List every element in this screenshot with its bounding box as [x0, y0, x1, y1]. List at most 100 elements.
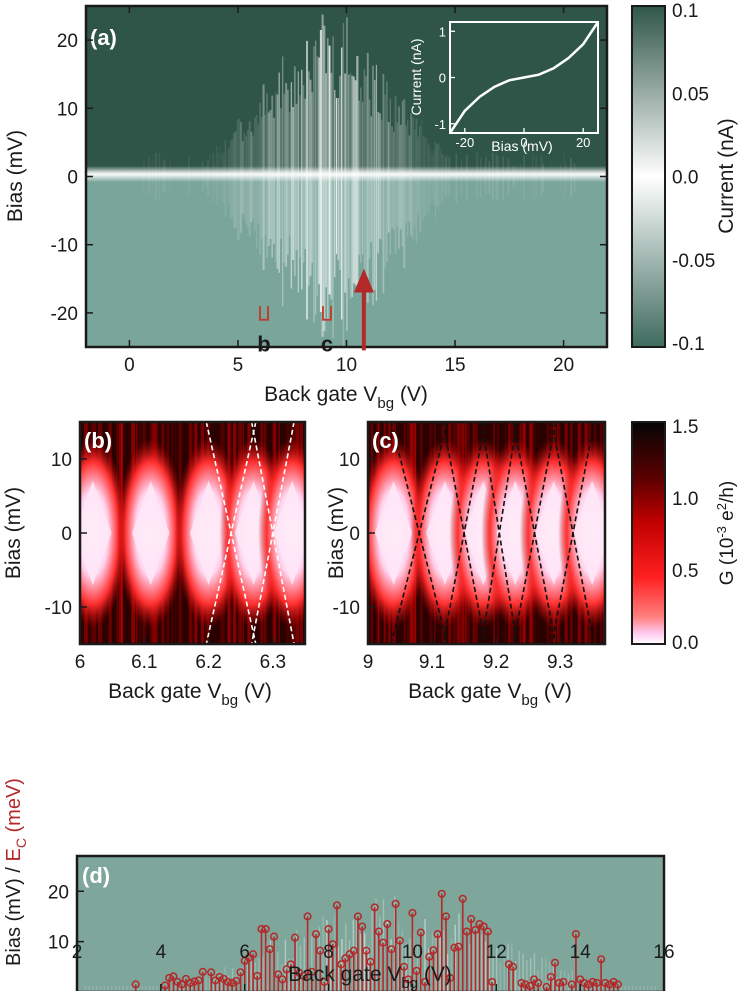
ec-point [559, 977, 568, 986]
ec-point [161, 981, 170, 990]
ec-point [282, 965, 291, 974]
colorbar-a-ticks: 0.1 0.05 0.0 -0.05 -0.1 [672, 1, 715, 355]
ec-point [525, 981, 534, 991]
ec-point [261, 924, 270, 934]
colorbar-a-tick-label: 0.05 [672, 84, 709, 105]
ec-point [236, 968, 245, 977]
x-tick-label: 0 [124, 355, 135, 376]
inset-content: -20 0 20 -1 0 1 [434, 21, 600, 150]
ec-point [534, 978, 543, 987]
ec-point [391, 899, 400, 908]
arrow-head [353, 268, 374, 293]
ec-point [425, 952, 434, 961]
panel-d-ylabel-red: E [3, 848, 25, 861]
ec-point [215, 972, 224, 981]
zero-bias-band [86, 166, 607, 182]
inset-y-tick-label: 1 [439, 24, 446, 39]
ec-point [131, 980, 140, 989]
x-tick-label: 10 [336, 355, 357, 376]
panel-a-xlabel-unit: (V) [394, 383, 428, 406]
ec-point [509, 962, 518, 971]
ec-point [555, 978, 564, 987]
ec-point [412, 966, 421, 975]
ec-point [337, 960, 346, 969]
panel-c-ticks: 9 9.1 9.2 9.3 -10 0 10 [333, 450, 574, 673]
x-tick-label: 6.2 [195, 652, 221, 673]
panel-c-xlabel-main: Back gate V [408, 680, 521, 703]
colorbar-a-title: Current (nA) [715, 118, 738, 234]
ec-point [601, 978, 610, 987]
ec-point [316, 946, 325, 955]
x-tick-label: 6 [239, 942, 250, 963]
x-tick-label: 10 [402, 942, 423, 963]
panel-c-ylabel: Bias (mV) [325, 487, 348, 579]
ec-point [257, 924, 266, 934]
ec-point [253, 971, 262, 980]
ec-point [307, 967, 316, 976]
diamond-core [374, 480, 413, 586]
ec-point [450, 943, 459, 952]
cb-c-title-sup2: 2 [714, 503, 729, 510]
ec-point [588, 977, 597, 986]
diamond-core [132, 480, 170, 586]
dashed-guide-line [442, 422, 487, 644]
ec-point [332, 901, 342, 910]
dashed-guide-line [250, 422, 295, 644]
ec-point [362, 946, 371, 955]
inset-x-tick-label: -20 [455, 135, 474, 150]
x-tick-label: 15 [444, 355, 465, 376]
ec-point [471, 925, 480, 935]
y-tick-label: 20 [57, 31, 78, 52]
ec-point [613, 980, 622, 989]
ec-point [379, 938, 388, 947]
x-tick-label: 6 [75, 652, 86, 673]
ec-point [265, 945, 274, 954]
y-tick-label: 10 [339, 450, 360, 471]
inset-xlabel: Bias (mV) [491, 138, 552, 154]
inset-iv-curve [448, 21, 600, 134]
ec-point [567, 980, 576, 989]
ec-point [249, 950, 258, 959]
panel-b-label: (b) [84, 428, 112, 453]
ec-point [366, 957, 375, 966]
colorbar-a-tick-label: 0.0 [672, 168, 698, 189]
y-tick-label: -10 [45, 598, 72, 619]
ec-point [207, 968, 216, 977]
ec-point [320, 977, 329, 986]
ec-point [408, 908, 417, 917]
ec-point [341, 954, 350, 963]
panel-b-heatmap [80, 422, 305, 644]
panel-c: (c) 9 9.1 9.2 9.3 -10 0 10 Bias (mV) Back gate… [325, 417, 738, 709]
colorbar-a-tick-label: 0.1 [672, 1, 698, 22]
ec-point [454, 942, 463, 951]
ec-point [458, 894, 467, 903]
ec-point [165, 973, 174, 982]
panel-a-ylabel: Bias (mV) [4, 130, 27, 222]
ec-point [328, 940, 337, 949]
colorbar-c-title: G (10-3 e2/h) [714, 481, 738, 585]
ec-point [303, 912, 312, 921]
x-tick-label: 4 [156, 942, 167, 963]
y-tick-label: -10 [51, 236, 78, 257]
ec-point [429, 946, 438, 955]
cb-c-title-sup: -3 [714, 526, 729, 538]
ec-point [462, 927, 471, 936]
cb-c-title-1: G (10 [717, 538, 738, 586]
x-tick-label: 8 [323, 942, 334, 963]
colorbar-c-tick-label: 0.0 [672, 633, 698, 654]
ec-point [290, 933, 300, 942]
x-tick-label: 20 [553, 355, 574, 376]
ec-point [446, 973, 455, 982]
red-arrow [353, 268, 374, 351]
ec-point [181, 974, 191, 983]
ec-point [274, 970, 283, 979]
ec-point [286, 960, 295, 969]
y-tick-label: 0 [67, 168, 78, 189]
panel-d-ylabel-red-sub: C [13, 838, 29, 848]
ec-point [349, 946, 358, 955]
colorbar-c-ticks: 1.5 1.0 0.5 0.0 [672, 417, 698, 654]
ec-point [433, 930, 442, 939]
ec-point [228, 978, 237, 987]
